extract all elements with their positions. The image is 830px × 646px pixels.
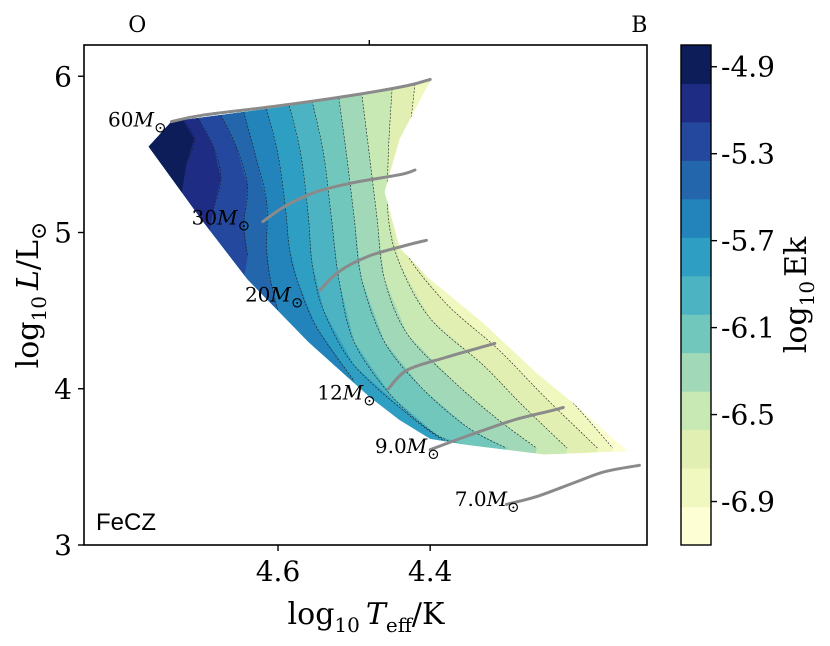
contour-line — [266, 109, 355, 382]
colorbar-segment — [681, 237, 711, 277]
y-tick-label: 6 — [54, 60, 72, 93]
colorbar-segment — [681, 83, 711, 123]
spectral-class-label: O — [128, 13, 146, 38]
colorbar: -4.9 -5.3 -5.7 -6.1 -6.5 -6.9 — [680, 44, 775, 546]
colorbar-segment — [681, 121, 711, 161]
mass-label: 60M⊙ — [108, 107, 167, 136]
colorbar-title: log10Ek — [779, 236, 819, 353]
contour-line — [289, 105, 454, 447]
colorbar-tick-label: -6.5 — [721, 399, 775, 432]
colorbar-segment — [681, 429, 711, 469]
colorbar-segment — [681, 198, 711, 238]
y-tick-label: 4 — [54, 373, 72, 406]
colorbar-tick-label: -4.9 — [721, 51, 775, 84]
mass-label: 30M⊙ — [192, 206, 251, 235]
colorbar-segment — [681, 391, 711, 431]
colorbar-tick-label: -6.1 — [721, 312, 775, 345]
y-tick-label: 3 — [54, 529, 72, 562]
contour-line — [387, 88, 568, 449]
colorbar-segment — [681, 468, 711, 508]
mass-label: 12M⊙ — [317, 381, 376, 410]
contour-line — [338, 98, 507, 449]
contour-line — [243, 112, 279, 311]
panel-label: FeCZ — [96, 509, 156, 536]
y-tick-label: 5 — [54, 217, 72, 250]
track-7-0m — [504, 463, 641, 506]
plot-frame — [83, 44, 648, 546]
colorbar-tick-label: -6.9 — [721, 486, 775, 519]
x-tick-label: 4.4 — [408, 555, 453, 588]
track-20m — [318, 238, 428, 292]
evolution-tracks — [170, 77, 641, 506]
x-axis-ticks: 4.6 4.4 — [256, 545, 453, 588]
colorbar-frame — [680, 44, 712, 546]
mass-label: 7.0M⊙ — [455, 487, 520, 516]
contour-line — [311, 101, 476, 449]
contour-line — [361, 93, 537, 449]
track-9-0m — [428, 406, 565, 452]
contour-line — [182, 119, 195, 163]
mass-labels: 60M⊙ 30M⊙ 20M⊙ 12M⊙ 9.0M⊙ 7.0M⊙ — [108, 107, 520, 516]
mass-label: 9.0M⊙ — [375, 434, 440, 463]
y-axis-ticks: 3 4 5 6 — [54, 60, 84, 562]
spectral-class-label: B — [631, 13, 647, 38]
contour-line — [395, 84, 598, 449]
colorbar-segment — [681, 275, 711, 315]
colorbar-segment — [681, 160, 711, 200]
contour-line — [197, 118, 222, 210]
colorbar-segment — [681, 45, 711, 84]
track-60m — [170, 77, 432, 124]
track-30m — [261, 168, 417, 224]
colorbar-segment — [681, 352, 711, 392]
track-12m — [386, 341, 497, 391]
mass-label: 20M⊙ — [245, 282, 304, 311]
x-axis-title: log10 Teff/K — [288, 597, 445, 637]
x-tick-label: 4.6 — [256, 555, 301, 588]
y-axis-title: log10L/L⊙ — [11, 222, 52, 369]
colorbar-tick-label: -5.7 — [721, 225, 775, 258]
colorbar-segment — [681, 314, 711, 354]
colorbar-segment — [681, 506, 711, 546]
colorbar-tick-label: -5.3 — [721, 138, 775, 171]
